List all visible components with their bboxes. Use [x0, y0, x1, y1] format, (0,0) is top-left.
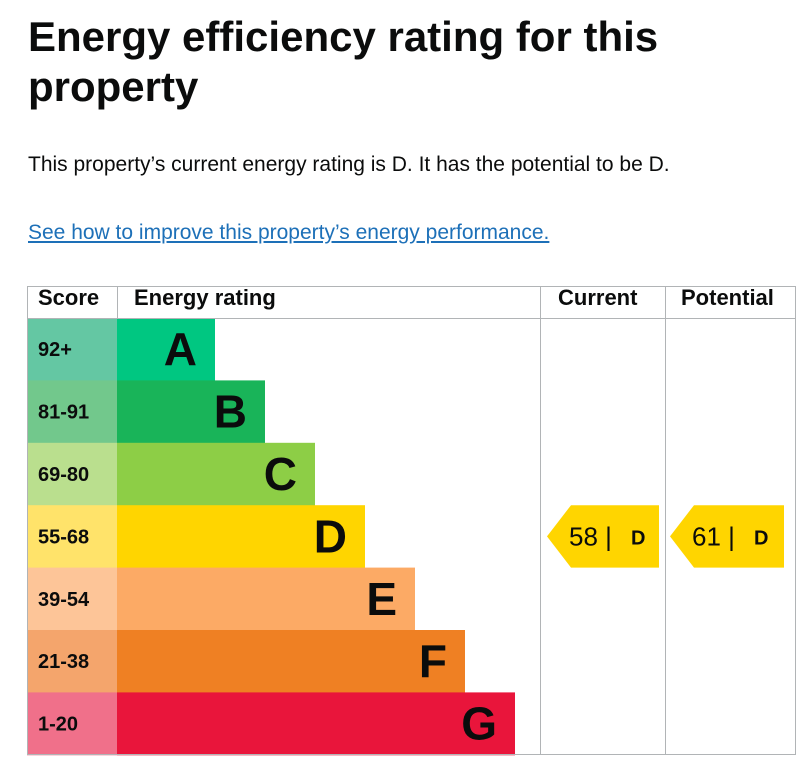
score-cell-g: [27, 692, 117, 756]
band-bar-f: [117, 630, 465, 693]
score-cell-b: [27, 380, 117, 444]
band-bar-c: [117, 442, 315, 506]
score-range-f: 21-38: [38, 651, 89, 673]
score-cell-e: [27, 567, 117, 631]
band-letter-c: C: [264, 448, 297, 500]
chart-border: [27, 286, 796, 755]
band-letter-e: E: [366, 573, 397, 625]
rating-summary: This property’s current energy rating is…: [28, 153, 670, 176]
band-letter-b: B: [214, 386, 247, 438]
rating-bands: 92+ A 81-91 B 69-80 C 55-68 D 39-54 E 21-38 F 1-20 G: [27, 318, 515, 756]
potential-header: Potential: [681, 285, 774, 310]
potential-rating-flag: [670, 505, 784, 568]
band-bar-d: [117, 505, 365, 569]
current-rating-score: 58 |: [569, 521, 612, 551]
page-title: Energy efficiency rating for this proper…: [28, 13, 659, 110]
current-header: Current: [558, 285, 638, 310]
score-cell-f: [27, 630, 117, 693]
band-letter-f: F: [419, 635, 447, 687]
score-cell-a: [27, 318, 117, 381]
current-rating-flag: [547, 505, 659, 568]
score-header: Score: [38, 285, 99, 310]
band-letter-d: D: [314, 510, 347, 562]
score-range-g: 1-20: [38, 714, 78, 736]
score-range-a: 92+: [38, 339, 72, 361]
current-rating-band: D: [631, 527, 645, 549]
score-cell-d: [27, 505, 117, 569]
chart-grid: [27, 286, 796, 755]
band-bar-g: [117, 692, 515, 756]
band-letter-g: G: [461, 698, 497, 750]
score-range-b: 81-91: [38, 402, 89, 424]
score-range-e: 39-54: [38, 589, 90, 611]
rating-flags: 58 | D 61 | D: [547, 505, 784, 568]
energy-rating-header: Energy rating: [134, 285, 276, 310]
band-letter-a: A: [164, 323, 197, 375]
potential-rating-score: 61 |: [692, 521, 735, 551]
band-bar-a: [117, 318, 215, 381]
score-range-c: 69-80: [38, 464, 89, 486]
score-cell-c: [27, 442, 117, 506]
band-bar-e: [117, 567, 415, 631]
score-range-d: 55-68: [38, 526, 89, 548]
improve-performance-link[interactable]: See how to improve this property’s energ…: [28, 221, 550, 244]
potential-rating-band: D: [754, 527, 768, 549]
band-bar-b: [117, 380, 265, 444]
